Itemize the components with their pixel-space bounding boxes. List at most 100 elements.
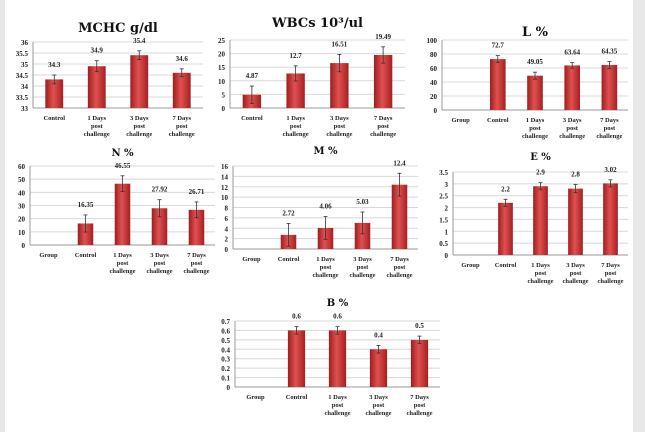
data-label: 2.9	[536, 169, 545, 177]
data-label: 16.51	[332, 40, 348, 48]
x-tick-label: 1 Days	[286, 115, 305, 122]
y-tick-label: 1.5	[439, 216, 448, 224]
x-tick-label: challenge	[350, 272, 376, 279]
x-tick-label: Group	[242, 256, 261, 263]
y-tick-label: 0	[225, 246, 229, 254]
data-label: 12.4	[393, 159, 406, 167]
bar	[603, 183, 618, 255]
x-tick-label: 3 Days	[353, 256, 372, 263]
chart-title: B %	[326, 298, 349, 309]
chart-title: MCHC g/dl	[78, 21, 158, 36]
y-tick-label: 0.5	[439, 240, 448, 248]
x-tick-label: post	[604, 125, 616, 132]
y-tick-label: 0.5	[221, 337, 230, 345]
x-tick-label: 3 Days	[130, 115, 149, 122]
x-tick-label: 7 Days	[390, 256, 409, 263]
y-tick-label: 0	[22, 242, 26, 250]
bar	[130, 55, 149, 108]
x-tick-label: challenge	[313, 272, 339, 279]
data-label: 34.6	[176, 55, 189, 63]
x-tick-label: challenge	[559, 133, 585, 140]
bar	[354, 222, 371, 249]
y-tick-label: 0.1	[221, 375, 230, 383]
y-tick-label: 3.5	[439, 169, 448, 177]
data-label: 19.49	[375, 33, 391, 41]
data-label: 63.64	[564, 49, 580, 57]
x-tick-label: 1 Days	[316, 256, 335, 263]
y-tick-label: 1	[445, 228, 449, 236]
y-tick-label: 34	[21, 83, 29, 91]
x-tick-label: 1 Days	[113, 252, 132, 259]
x-tick-label: 7 Days	[601, 262, 620, 269]
bar	[286, 73, 305, 108]
x-tick-label: Control	[241, 115, 263, 122]
x-tick-label: challenge	[326, 131, 352, 138]
bar	[45, 79, 64, 108]
y-tick-label: 0.3	[221, 356, 230, 364]
x-tick-label: Control	[75, 252, 97, 259]
y-tick-label: 20	[18, 216, 26, 224]
x-tick-label: post	[529, 125, 541, 132]
x-tick-label: post	[373, 402, 385, 409]
y-tick-label: 35.5	[16, 50, 29, 58]
bar	[601, 64, 618, 110]
y-tick-label: 14	[221, 173, 229, 181]
y-tick-label: 12	[221, 184, 229, 192]
chart-title: N %	[111, 148, 134, 159]
x-tick-label: challenge	[596, 133, 622, 140]
bar	[188, 209, 205, 245]
y-tick-label: 2	[225, 236, 229, 244]
bar	[330, 63, 349, 108]
data-label: 5.03	[356, 198, 369, 206]
x-tick-label: post	[334, 123, 346, 130]
bar	[151, 208, 168, 245]
x-tick-label: 3 Days	[330, 115, 349, 122]
y-tick-label: 0	[222, 105, 226, 113]
bar	[369, 349, 388, 387]
x-tick-label: post	[290, 123, 302, 130]
y-tick-label: 35	[21, 61, 29, 69]
chart-title: E %	[530, 152, 551, 163]
x-tick-label: post	[377, 123, 389, 130]
y-tick-label: 25	[218, 37, 226, 45]
bar	[287, 330, 306, 387]
x-tick-label: post	[117, 260, 129, 267]
bar	[114, 183, 131, 245]
bar	[564, 65, 581, 110]
x-tick-label: Group	[246, 394, 265, 401]
y-tick-label: 10	[18, 229, 26, 237]
y-tick-label: 20	[430, 93, 438, 101]
data-label: 16.35	[78, 201, 94, 209]
data-label: 2.8	[571, 171, 580, 179]
x-tick-label: 3 Days	[563, 117, 582, 124]
x-tick-label: post	[154, 260, 166, 267]
x-tick-label: challenge	[522, 133, 548, 140]
x-tick-label: 7 Days	[172, 115, 191, 122]
x-tick-label: challenge	[387, 272, 413, 279]
y-tick-label: 10	[221, 194, 229, 202]
y-tick-label: 33	[21, 105, 29, 113]
y-tick-label: 0	[434, 107, 438, 115]
x-tick-label: challenge	[528, 278, 554, 285]
x-tick-label: challenge	[598, 278, 624, 285]
x-tick-label: post	[176, 123, 188, 130]
x-tick-label: Group	[451, 117, 470, 124]
bar	[77, 223, 94, 245]
x-tick-label: challenge	[325, 410, 351, 417]
data-label: 26.71	[189, 188, 205, 196]
y-tick-label: 2	[445, 205, 449, 213]
bar	[410, 339, 429, 387]
x-tick-label: post	[357, 264, 369, 271]
data-label: 35.4	[133, 37, 146, 45]
x-tick-label: 3 Days	[369, 394, 388, 401]
x-tick-label: 7 Days	[187, 252, 206, 259]
y-tick-label: 4	[225, 225, 229, 233]
y-tick-label: 6	[225, 215, 229, 223]
data-label: 0.6	[292, 313, 301, 321]
x-tick-label: Control	[495, 262, 517, 269]
chart-title: M %	[313, 146, 338, 157]
